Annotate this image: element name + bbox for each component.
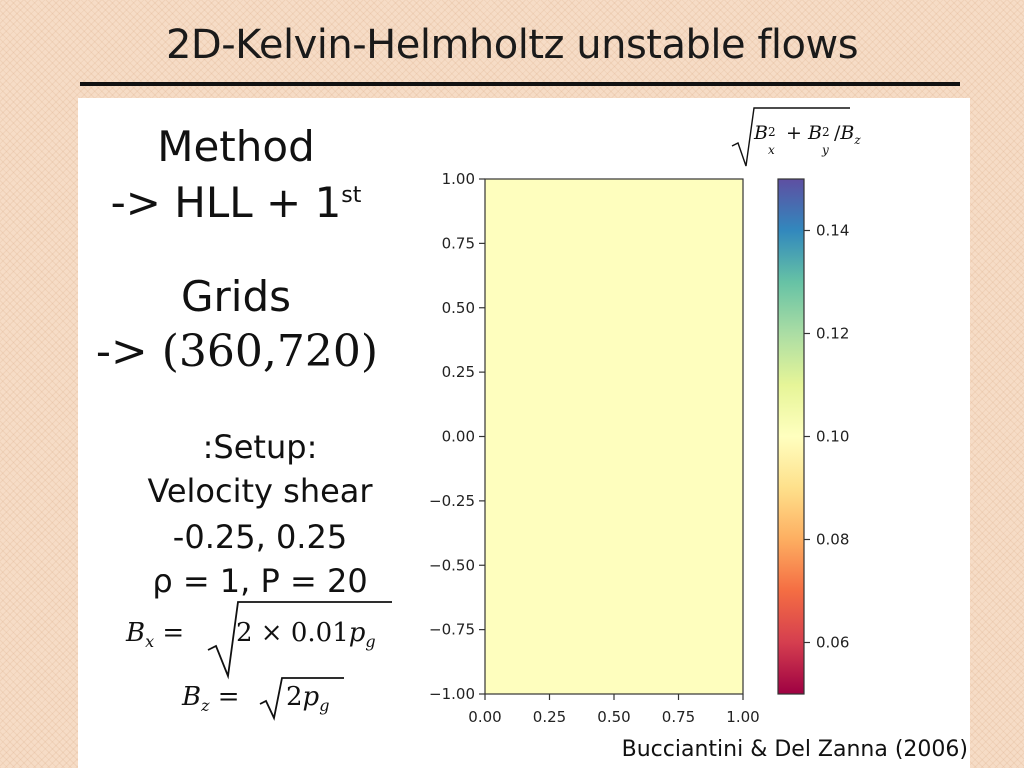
bz-radical bbox=[259, 677, 344, 721]
cb-label-b2: B bbox=[807, 122, 822, 144]
cb-label-sub2: y bbox=[821, 143, 829, 157]
cb-label-plus: + bbox=[779, 122, 808, 144]
x-tick-label: 0.25 bbox=[533, 708, 566, 726]
y-tick-label: 0.75 bbox=[442, 234, 475, 252]
bz-radicand-p: p bbox=[302, 682, 320, 712]
y-tick-label: −0.25 bbox=[429, 492, 475, 510]
y-tick-label: −1.00 bbox=[429, 685, 475, 703]
bx-radicand-p: p bbox=[348, 618, 366, 648]
bz-radicand: 2pg bbox=[286, 682, 329, 715]
colorbar-tick-label: 0.12 bbox=[816, 325, 849, 343]
bx-eq: = bbox=[154, 618, 185, 648]
bx-lhs-sub: x bbox=[145, 632, 155, 652]
bz-radicand-sub: g bbox=[319, 696, 330, 716]
x-tick-label: 0.00 bbox=[468, 708, 501, 726]
cb-label-slash: / bbox=[833, 122, 841, 144]
heatmap-field bbox=[485, 179, 743, 694]
bx-equation: Bx = bbox=[126, 618, 184, 651]
bz-radicand-coef: 2 bbox=[286, 682, 303, 712]
cb-label-sup1: 2 bbox=[767, 125, 776, 139]
setup-shear-values: -0.25, 0.25 bbox=[172, 518, 348, 556]
x-tick-label: 0.50 bbox=[597, 708, 630, 726]
bz-equation: Bz = bbox=[182, 682, 240, 715]
colorbar-tick-label: 0.08 bbox=[816, 531, 849, 549]
colorbar-tick-label: 0.10 bbox=[816, 428, 849, 446]
method-value: -> HLL + 1st bbox=[96, 178, 376, 227]
colorbar-tick-label: 0.06 bbox=[816, 634, 849, 652]
bz-eq: = bbox=[209, 682, 240, 712]
citation: Bucciantini & Del Zanna (2006) bbox=[621, 737, 968, 762]
cb-label-sub3: z bbox=[854, 132, 861, 147]
y-tick-label: 1.00 bbox=[442, 170, 475, 188]
y-tick-label: 0.50 bbox=[442, 299, 475, 317]
x-tick-label: 0.75 bbox=[662, 708, 695, 726]
bz-lhs-sub: z bbox=[201, 696, 210, 716]
x-tick-label: 1.00 bbox=[726, 708, 759, 726]
colorbar bbox=[778, 179, 804, 694]
cb-label-sup2: 2 bbox=[821, 125, 830, 139]
bz-lhs: B bbox=[182, 682, 202, 712]
title-underline bbox=[80, 82, 960, 86]
bx-radical bbox=[207, 601, 392, 680]
y-tick-label: 0.00 bbox=[442, 428, 475, 446]
setup-density-pressure: ρ = 1, P = 20 bbox=[152, 562, 368, 600]
y-tick-label: −0.75 bbox=[429, 621, 475, 639]
setup-shear-label: Velocity shear bbox=[147, 472, 373, 510]
grids-value: -> (360,720) bbox=[95, 326, 378, 377]
bx-lhs: B bbox=[126, 618, 146, 648]
bx-radicand: 2 × 0.01pg bbox=[236, 618, 376, 651]
grids-heading: Grids bbox=[180, 272, 292, 321]
colorbar-label-radical bbox=[731, 107, 850, 167]
bx-radicand-sub: g bbox=[365, 632, 376, 652]
method-heading: Method bbox=[157, 122, 315, 171]
colorbar-tick-label: 0.14 bbox=[816, 222, 849, 240]
cb-label-b3: B bbox=[840, 122, 855, 144]
method-value-sup: st bbox=[341, 183, 362, 208]
cb-label-sub1: x bbox=[767, 143, 775, 157]
y-tick-label: −0.50 bbox=[429, 556, 475, 574]
setup-heading: :Setup: bbox=[202, 428, 318, 466]
y-tick-label: 0.25 bbox=[442, 363, 475, 381]
method-value-text: -> HLL + 1 bbox=[110, 178, 342, 227]
slide-title: 2D-Kelvin-Helmholtz unstable flows bbox=[165, 22, 859, 68]
bx-radicand-coef: 2 × 0.01 bbox=[236, 618, 349, 648]
cb-label-b1: B bbox=[754, 122, 768, 144]
